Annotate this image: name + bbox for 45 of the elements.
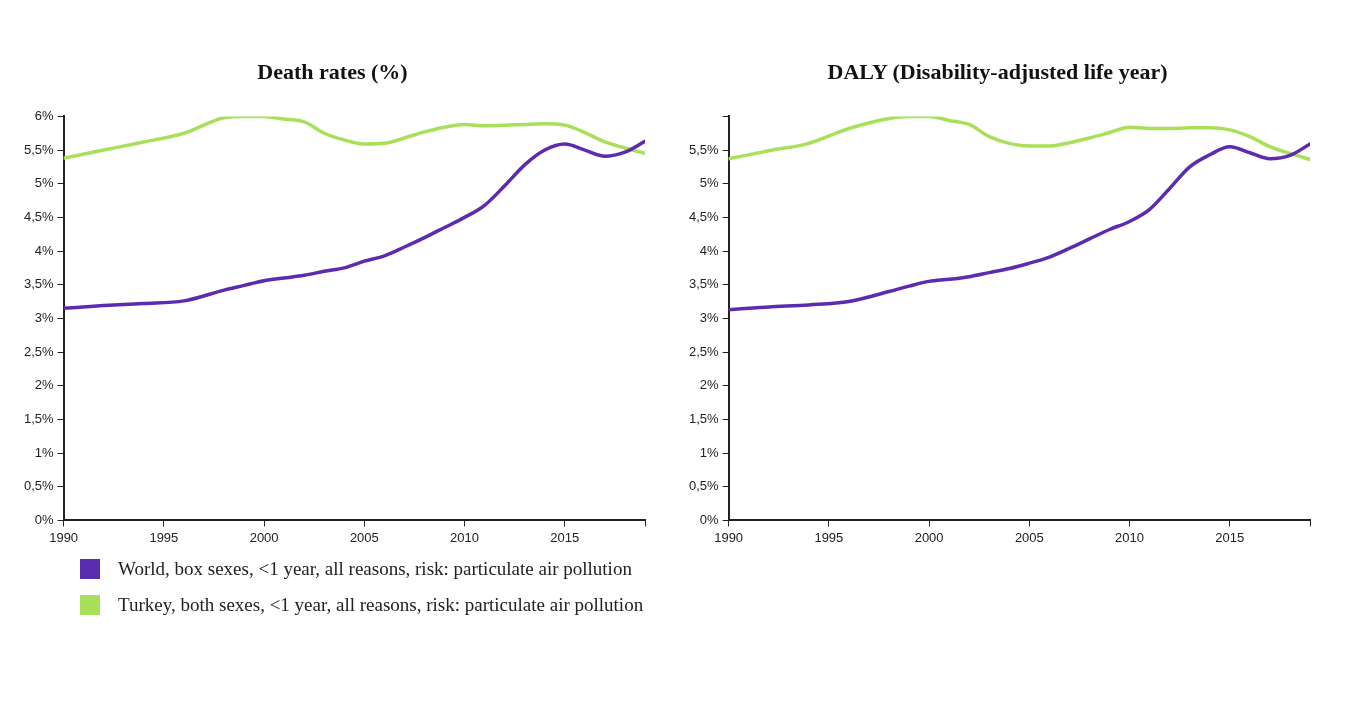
x-tick-label: 2000 — [249, 529, 279, 545]
x-tick-label: 2015 — [1215, 529, 1245, 545]
y-tick-label: 0,5% — [688, 478, 720, 494]
y-tick-label: 0,5% — [23, 478, 55, 494]
y-tick-label: 2,5% — [688, 343, 720, 359]
line-series — [63, 116, 645, 160]
x-tick-label: 2015 — [550, 529, 580, 545]
x-tick-label: 2000 — [914, 529, 944, 545]
y-tick-label: 4% — [34, 242, 55, 258]
y-tick-label: 0% — [34, 511, 55, 527]
x-tick-label: 2010 — [1115, 529, 1145, 545]
y-tick-label: 3,5% — [23, 276, 55, 292]
x-tick-label: 1995 — [149, 529, 179, 545]
y-tick-label: 2% — [34, 377, 55, 393]
x-tick-label: 2005 — [349, 529, 379, 545]
x-tick-label: 1990 — [714, 529, 744, 545]
y-tick-label: 1% — [34, 444, 55, 460]
legend-label: Turkey, both sexes, <1 year, all reasons, risk: particulate air pollution — [118, 594, 644, 616]
y-tick-label: 4,5% — [23, 208, 55, 224]
y-tick-label: 5% — [699, 175, 720, 191]
y-tick-label: 2% — [699, 377, 720, 393]
y-tick-label: 3% — [699, 309, 720, 325]
y-tick-label: 0% — [699, 511, 720, 527]
x-tick-label: 1990 — [49, 529, 79, 545]
line-series — [728, 142, 1310, 312]
y-tick-label: 5,5% — [23, 141, 55, 157]
y-tick-label: 4,5% — [688, 208, 720, 224]
y-tick-label: 1,5% — [23, 410, 55, 426]
x-tick-label: 2010 — [450, 529, 480, 545]
legend-label: World, box sexes, <1 year, all reasons, risk: particulate air pollution — [118, 558, 632, 580]
y-tick-label: 4% — [699, 242, 720, 258]
chart-title: DALY (Disability-adjusted life year) — [827, 58, 1168, 84]
x-tick-label: 1995 — [814, 529, 844, 545]
chart-title: Death rates (%) — [257, 58, 408, 84]
y-tick-label: 2,5% — [23, 343, 55, 359]
y-tick-label: 3,5% — [688, 276, 720, 292]
y-tick-label: 3% — [34, 309, 55, 325]
y-tick-label: 5,5% — [688, 141, 720, 157]
line-series — [63, 139, 645, 311]
line-series — [728, 116, 1310, 162]
y-tick-label: 1,5% — [688, 410, 720, 426]
y-tick-label: 6% — [34, 107, 55, 123]
y-tick-label: 5% — [34, 175, 55, 191]
x-tick-label: 2005 — [1014, 529, 1044, 545]
y-tick-label: 1% — [699, 444, 720, 460]
